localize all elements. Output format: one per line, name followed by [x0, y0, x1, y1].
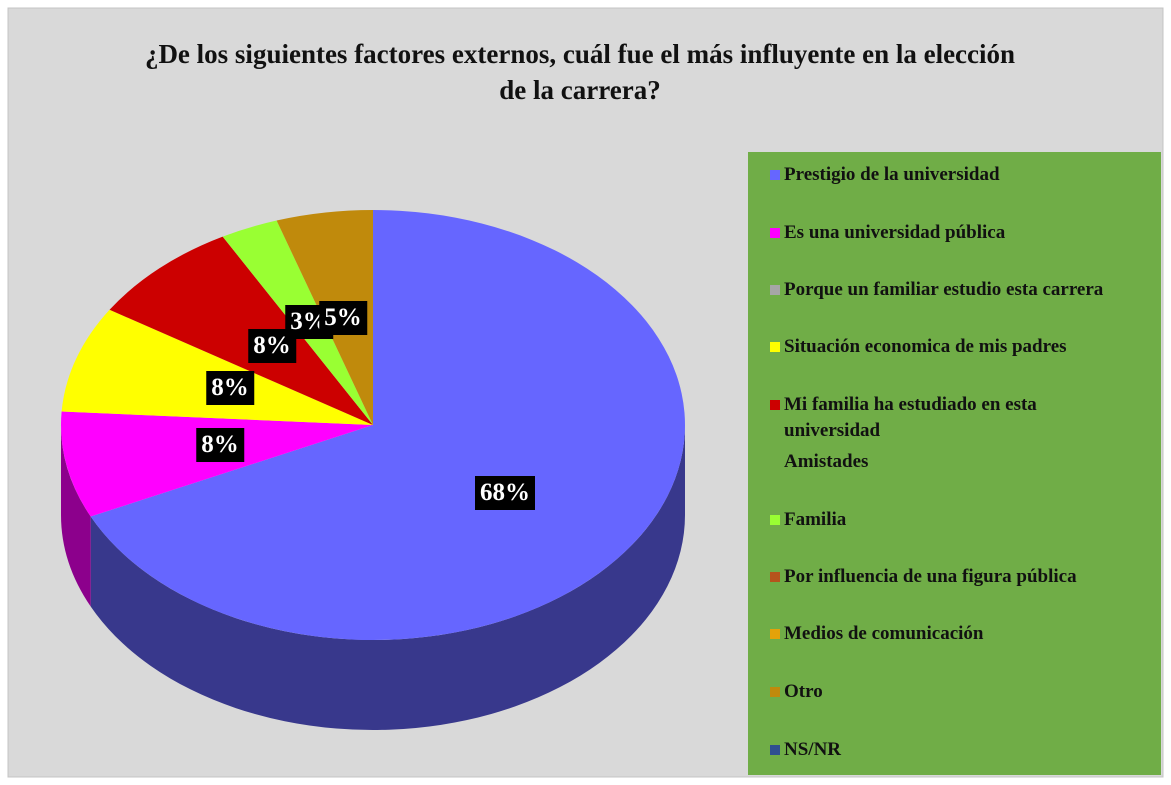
- legend-item: Porque un familiar estudio esta carrera: [770, 277, 1129, 303]
- legend-label: Otro: [784, 681, 823, 702]
- legend-label: Mi familia ha estudiado en esta universi…: [784, 394, 1037, 441]
- legend-item: Familia: [770, 507, 1129, 533]
- legend-swatch: [770, 515, 780, 525]
- legend-label: Medios de comunicación: [784, 623, 984, 644]
- legend-item: Otro: [770, 679, 1129, 705]
- slice: [60, 411, 373, 517]
- legend-item: Situación economica de mis padres: [770, 334, 1129, 360]
- legend-label: Amistades: [784, 451, 869, 472]
- legend-swatch: [770, 400, 780, 410]
- slice: [109, 236, 373, 425]
- legend-item: Es una universidad pública: [770, 220, 1129, 246]
- legend-label: Porque un familiar estudio esta carrera: [784, 279, 1104, 300]
- legend-item: Por influencia de una figura pública: [770, 564, 1129, 590]
- data-label: 8%: [196, 428, 244, 462]
- legend-item: Prestigio de la universidad: [770, 162, 1129, 188]
- legend-swatch: [770, 170, 780, 180]
- slice-side: [90, 425, 685, 730]
- legend-swatch: [770, 629, 780, 639]
- slice-side: [61, 425, 91, 607]
- legend-item: Amistades: [770, 449, 1129, 475]
- legend-swatch: [770, 228, 780, 238]
- data-label: 5%: [319, 301, 367, 335]
- legend-label: Prestigio de la universidad: [784, 164, 1000, 185]
- legend-item: Medios de comunicación: [770, 621, 1129, 647]
- legend-swatch: [770, 745, 780, 755]
- data-label: 8%: [206, 371, 254, 405]
- slice: [61, 309, 373, 425]
- legend-swatch: [770, 457, 780, 467]
- legend-swatch: [770, 342, 780, 352]
- legend-label: Familia: [784, 509, 847, 530]
- legend-label: NS/NR: [784, 739, 842, 760]
- data-label: 68%: [475, 476, 535, 510]
- slice: [90, 210, 685, 640]
- legend-item: Mi familia ha estudiado en esta universi…: [770, 392, 1129, 444]
- legend-label: Situación economica de mis padres: [784, 336, 1067, 357]
- chart-title: ¿De los siguientes factores externos, cu…: [144, 39, 1016, 105]
- legend-swatch: [770, 687, 780, 697]
- legend-label: Por influencia de una figura pública: [784, 566, 1077, 587]
- legend-item: NS/NR: [770, 737, 1129, 763]
- legend: Prestigio de la universidad Es una univer…: [748, 152, 1161, 775]
- legend-label: Es una universidad pública: [784, 222, 1006, 243]
- legend-swatch: [770, 285, 780, 295]
- legend-swatch: [770, 572, 780, 582]
